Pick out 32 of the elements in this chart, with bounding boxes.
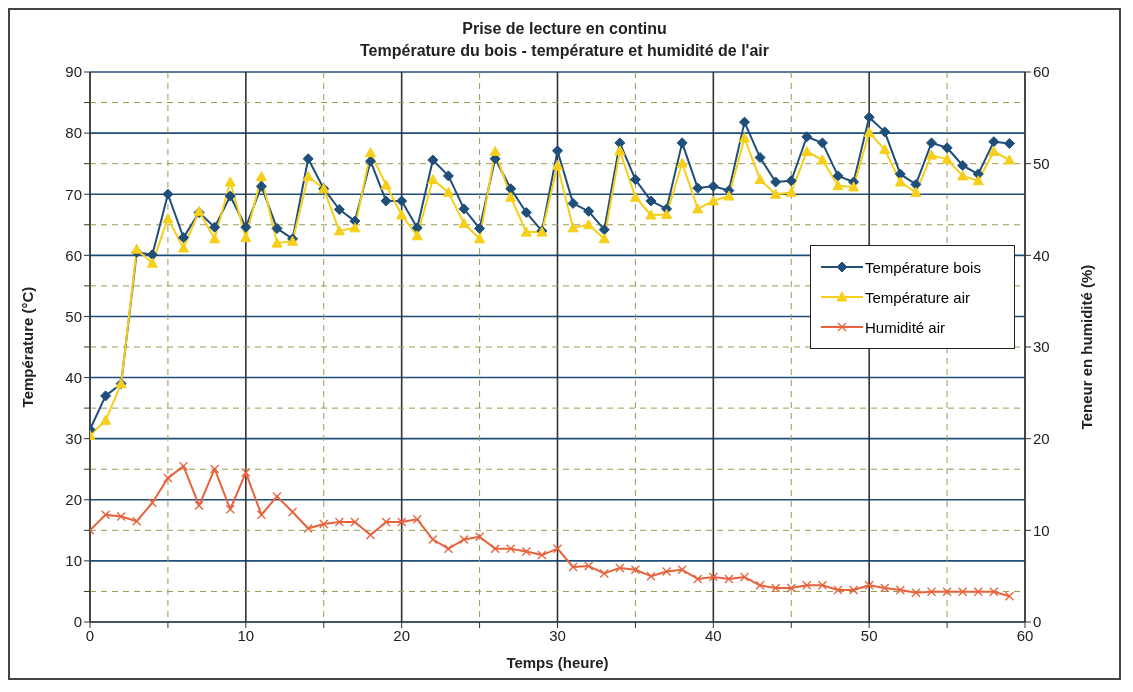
y-tick-label: 0 bbox=[73, 613, 82, 631]
legend-label: Température bois bbox=[865, 258, 981, 276]
y-tick-label: 50 bbox=[65, 307, 82, 325]
x-axis-title: Temps (heure) bbox=[506, 654, 609, 671]
y-axis-title: Température (°C) bbox=[19, 286, 37, 408]
x-tick-label: 10 bbox=[237, 626, 255, 644]
legend-label: Humidité air bbox=[865, 318, 946, 336]
x-tick-label: 60 bbox=[1016, 626, 1034, 644]
y2-tick-label: 20 bbox=[1033, 429, 1050, 447]
y-tick-label: 30 bbox=[65, 429, 82, 447]
x-tick-label: 30 bbox=[549, 626, 566, 644]
y-tick-label: 70 bbox=[65, 185, 82, 203]
x-tick-label: 40 bbox=[704, 626, 722, 644]
y-tick-label: 10 bbox=[65, 552, 82, 570]
y-tick-label: 90 bbox=[65, 63, 82, 81]
x-tick-label: 50 bbox=[860, 626, 878, 644]
y2-tick-label: 0 bbox=[1033, 613, 1042, 631]
y-tick-label: 20 bbox=[65, 491, 82, 509]
x-tick-label: 20 bbox=[393, 626, 411, 644]
y-tick-label: 80 bbox=[65, 124, 82, 142]
y2-tick-label: 50 bbox=[1033, 154, 1050, 172]
y-tick-label: 60 bbox=[65, 246, 82, 264]
y2-tick-label: 40 bbox=[1033, 246, 1050, 264]
x-tick-label: 0 bbox=[85, 626, 95, 644]
y-tick-label: 40 bbox=[65, 368, 82, 386]
y2-tick-label: 10 bbox=[1033, 521, 1050, 539]
y2-axis-title: Teneur en humidité (%) bbox=[1078, 264, 1096, 430]
chart-title: Prise de lecture en continu bbox=[461, 19, 668, 39]
chart-subtitle: Température du bois - température et humidité de l'air bbox=[359, 41, 770, 61]
legend-label: Température air bbox=[865, 288, 971, 306]
y2-tick-label: 30 bbox=[1033, 338, 1050, 356]
y2-tick-label: 60 bbox=[1033, 63, 1050, 81]
